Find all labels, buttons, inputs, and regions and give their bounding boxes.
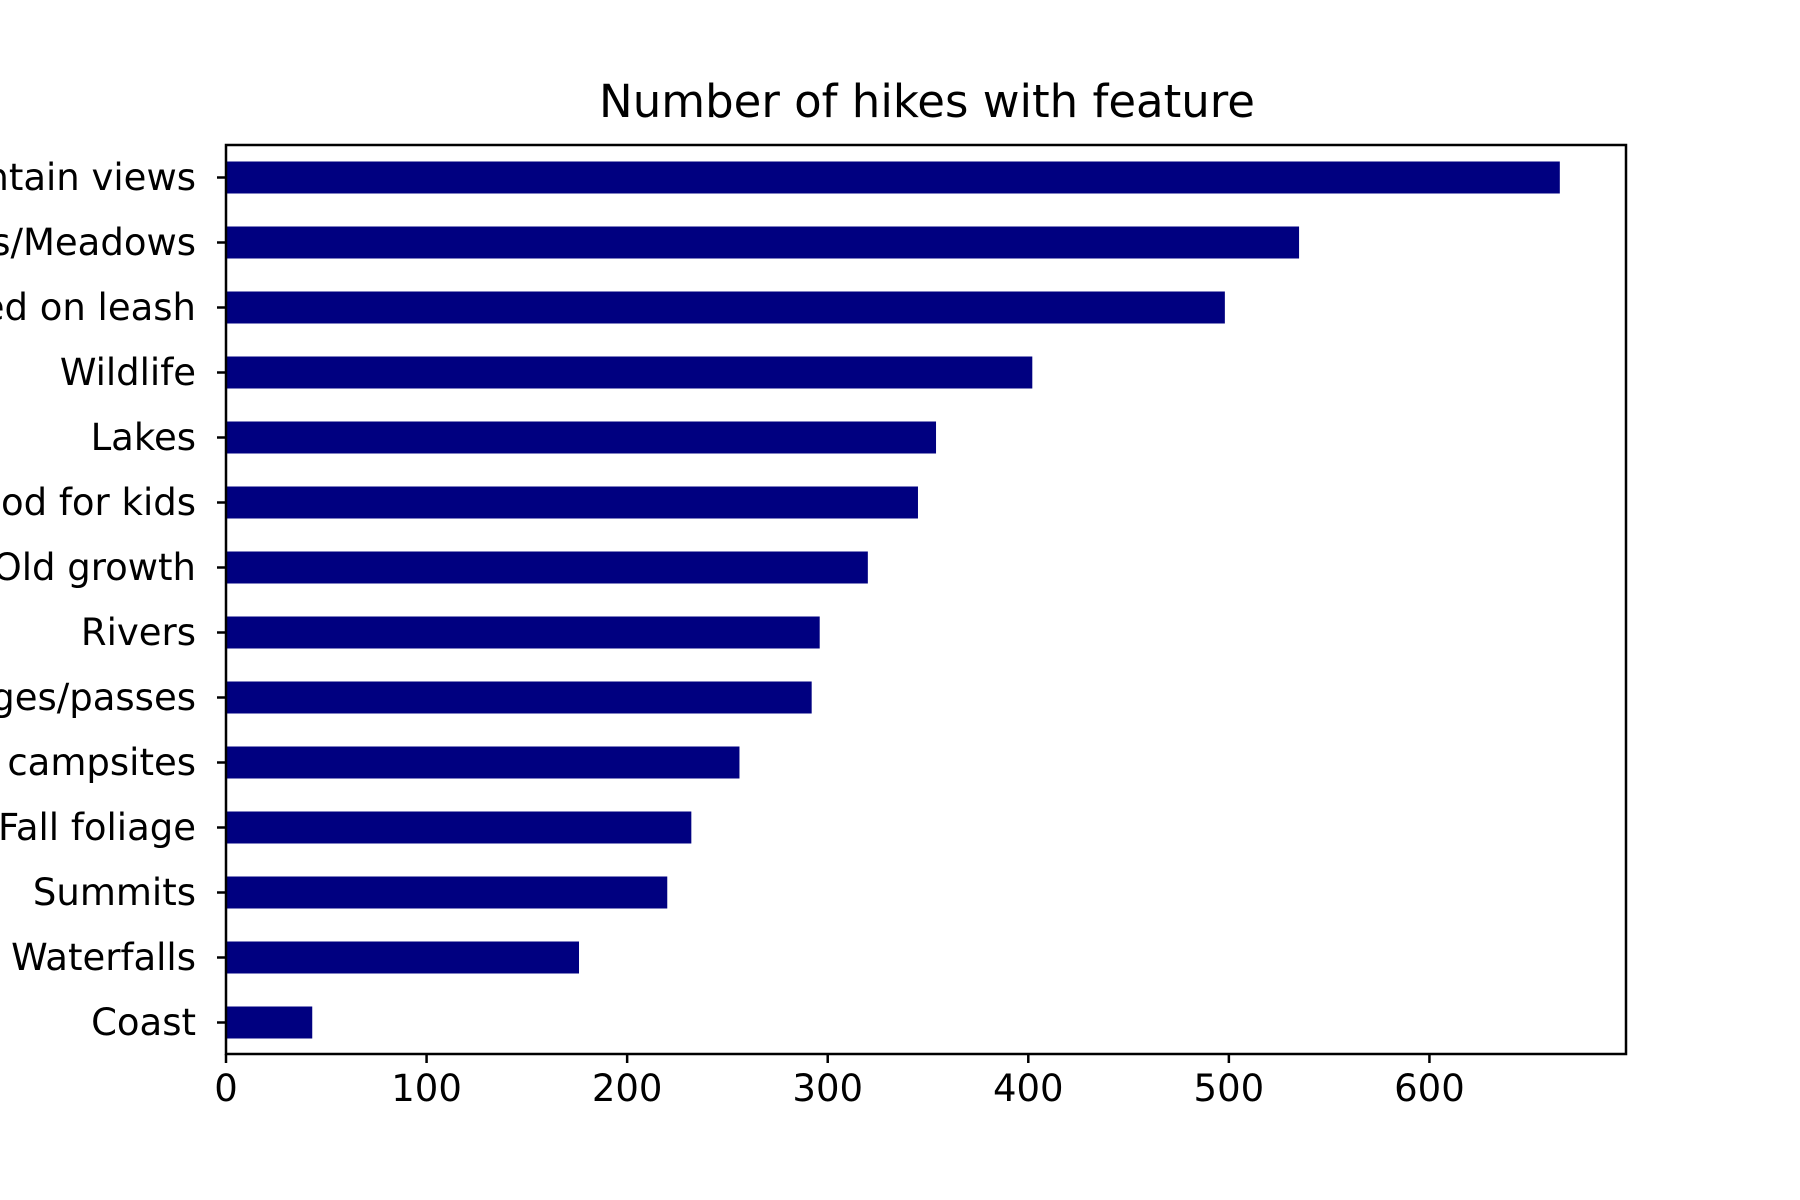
y-tick-label: Rivers (81, 611, 196, 654)
bar (226, 1006, 313, 1039)
bar (226, 551, 868, 584)
bar (226, 226, 1300, 259)
bar (226, 746, 740, 779)
y-tick-label: Wildflowers/Meadows (0, 221, 196, 264)
bar (226, 616, 820, 649)
y-tick-label: Ridges/passes (0, 676, 196, 719)
y-tick-label: Good for kids (0, 481, 196, 524)
y-tick-label: Summits (33, 871, 196, 914)
y-tick-label: Waterfalls (11, 936, 196, 979)
x-axis-ticks: 0 100 200 300 400 500 600 (214, 1054, 1465, 1110)
y-tick-label: Coast (91, 1001, 196, 1044)
bars-layer (226, 161, 1560, 1039)
x-tick-label: 500 (1194, 1067, 1265, 1110)
bar (226, 486, 918, 519)
x-tick-label: 0 (214, 1067, 238, 1110)
y-tick-label: Established campsites (0, 741, 196, 784)
chart-title: Number of hikes with feature (599, 75, 1255, 128)
bar (226, 681, 812, 714)
y-tick-label: Old growth (0, 546, 196, 589)
x-tick-label: 300 (792, 1067, 863, 1110)
bar (226, 421, 937, 454)
bar (226, 941, 580, 974)
bar (226, 811, 692, 844)
x-tick-label: 600 (1394, 1067, 1465, 1110)
y-axis-ticks: Mountain views Wildflowers/Meadows Dogs al… (0, 156, 226, 1044)
bar (226, 161, 1560, 194)
bar (226, 356, 1033, 389)
x-tick-label: 100 (391, 1067, 462, 1110)
bar (226, 876, 668, 909)
x-tick-label: 200 (592, 1067, 663, 1110)
bar (226, 291, 1225, 324)
y-tick-label: Fall foliage (0, 806, 196, 849)
x-tick-label: 400 (993, 1067, 1064, 1110)
y-tick-label: Wildlife (60, 351, 196, 394)
y-tick-label: Lakes (91, 416, 196, 459)
plot-frame (224, 143, 1628, 1056)
y-tick-label: Mountain views (0, 156, 196, 199)
y-tick-label: Dogs allowed on leash (0, 286, 196, 329)
